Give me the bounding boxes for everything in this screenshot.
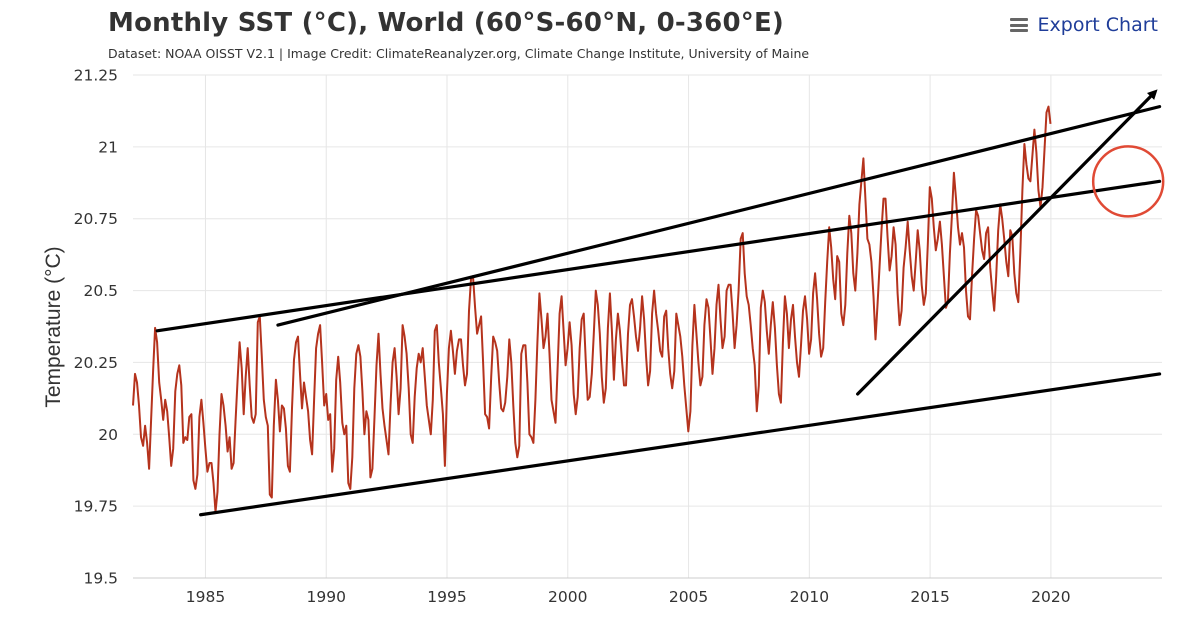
outer-upper-line xyxy=(276,105,1162,327)
trend-annotations xyxy=(155,89,1165,517)
y-tick-label-1: 19.75 xyxy=(74,498,118,516)
x-tick-label-2000: 2000 xyxy=(548,588,587,606)
y-axis-label: Temperature (°C) xyxy=(42,246,65,407)
sst-series-line xyxy=(132,105,1052,513)
grid-lines xyxy=(133,74,1162,579)
lower-channel-line xyxy=(199,372,1162,517)
x-tick-label-1990: 1990 xyxy=(307,588,346,606)
axis-tick-labels: 1985 1990 1995 2000 2005 2010 2015 2020 19.5 19.7… xyxy=(74,67,1071,607)
export-chart-button[interactable]: Export Chart xyxy=(1009,14,1158,36)
upper-channel-line xyxy=(155,179,1162,333)
y-tick-label-4: 20.5 xyxy=(83,282,118,300)
x-tick-label-1995: 1995 xyxy=(427,588,466,606)
chart-title: Monthly SST (°C), World (60°S-60°N, 0-36… xyxy=(108,8,785,38)
hamburger-menu-icon xyxy=(1009,18,1028,32)
export-chart-label: Export Chart xyxy=(1037,14,1158,36)
x-tick-label-2015: 2015 xyxy=(910,588,949,606)
steep-trend-arrow xyxy=(856,89,1158,396)
y-tick-label-5: 20.75 xyxy=(74,210,118,228)
x-tick-label-2005: 2005 xyxy=(669,588,708,606)
x-tick-label-2010: 2010 xyxy=(790,588,829,606)
y-tick-label-7: 21.25 xyxy=(74,67,118,85)
y-tick-label-0: 19.5 xyxy=(83,570,118,588)
y-tick-label-3: 20.25 xyxy=(74,354,118,372)
recent-peak-circle xyxy=(1091,145,1165,218)
y-tick-label-2: 20 xyxy=(98,426,118,444)
x-tick-label-2020: 2020 xyxy=(1031,588,1070,606)
x-tick-label-1985: 1985 xyxy=(186,588,225,606)
y-tick-label-6: 21 xyxy=(98,138,118,156)
chart-subtitle: Dataset: NOAA OISST V2.1 | Image Credit:… xyxy=(108,46,810,61)
